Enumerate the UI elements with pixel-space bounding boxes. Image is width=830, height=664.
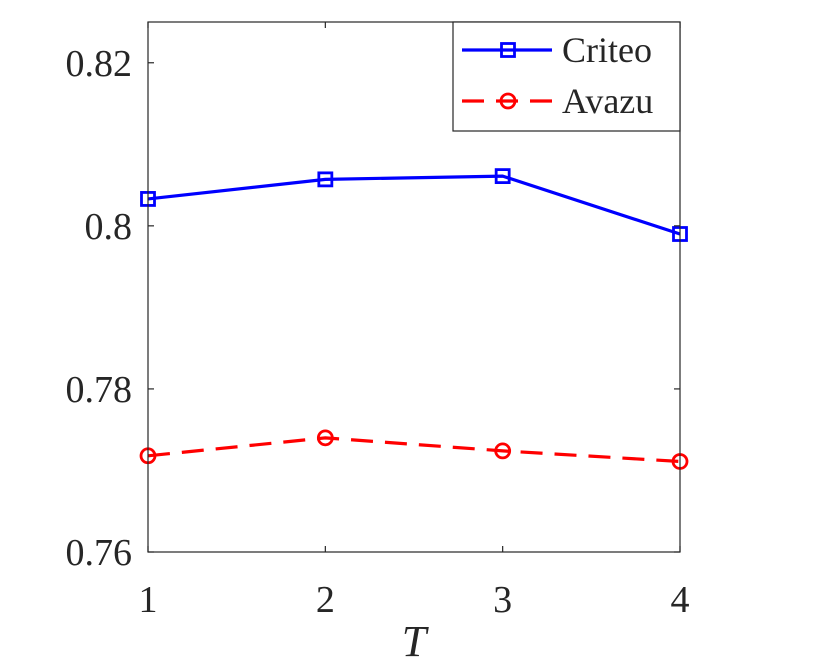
legend: Criteo Avazu [452, 21, 681, 132]
data-point-criteo [317, 171, 334, 188]
legend-marker-criteo [500, 42, 516, 58]
data-point-criteo [494, 168, 511, 185]
series-line-avazu [147, 436, 681, 464]
x-tick-label: 3 [493, 579, 512, 621]
series-line-criteo [147, 174, 681, 236]
y-tick-label: 0.78 [66, 369, 133, 411]
legend-label-criteo: Criteo [562, 30, 652, 70]
x-tick-label: 4 [671, 579, 690, 621]
legend-label-avazu: Avazu [562, 81, 653, 121]
plot-frame [147, 21, 681, 553]
x-tick-label: 2 [316, 579, 335, 621]
legend-entry-criteo: Criteo [462, 30, 652, 70]
y-tick-label: 0.8 [85, 206, 133, 248]
legend-marker-avazu [499, 92, 517, 110]
x-tick-label: 1 [139, 579, 158, 621]
data-point-avazu [316, 429, 334, 447]
legend-box [452, 21, 681, 132]
axes-layer: 1 2 3 4 0.76 0.78 0.8 0.82 [66, 22, 690, 621]
data-point-avazu [494, 442, 512, 460]
x-axis-label: T [402, 617, 430, 664]
y-tick-label: 0.82 [66, 43, 133, 85]
legend-entry-avazu: Avazu [462, 81, 653, 121]
y-tick-label: 0.76 [66, 532, 133, 574]
